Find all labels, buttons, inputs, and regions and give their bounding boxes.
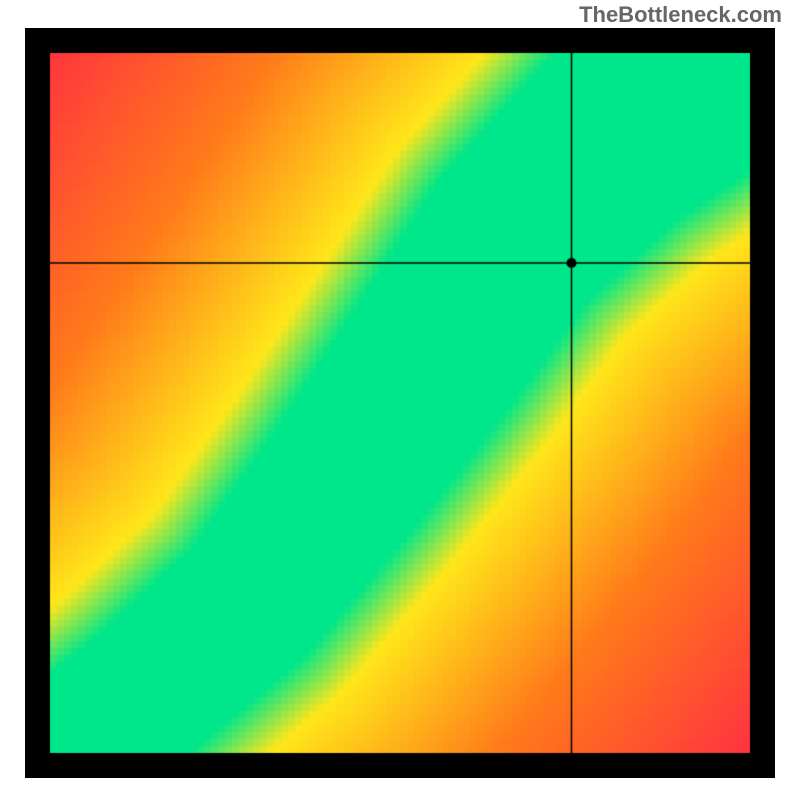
heatmap-canvas [25, 28, 775, 778]
chart-container: TheBottleneck.com [0, 0, 800, 800]
chart-area [25, 28, 775, 778]
watermark-text: TheBottleneck.com [579, 2, 782, 28]
